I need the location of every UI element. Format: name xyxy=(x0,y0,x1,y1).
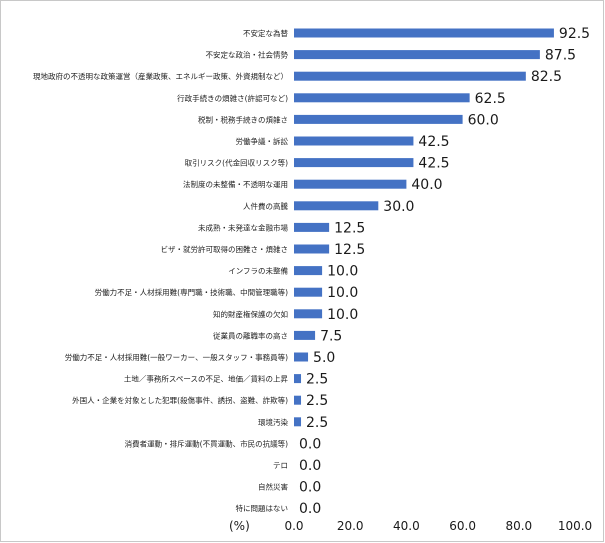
value-label: 12.5 xyxy=(334,220,365,236)
bars-layer xyxy=(294,28,554,427)
value-label: 87.5 xyxy=(545,48,576,64)
bar xyxy=(294,287,323,297)
bar xyxy=(294,179,407,189)
category-label: 環境汚染 xyxy=(258,417,288,427)
value-label: 10.0 xyxy=(327,264,358,280)
category-label: 法制度の未整備・不透明な運用 xyxy=(183,179,288,189)
value-label: 92.5 xyxy=(559,26,590,42)
value-label: 0.0 xyxy=(299,501,321,517)
category-label: 現地政府の不透明な政策運営（産業政策、エネルギー政策、外資規制など） xyxy=(33,71,288,81)
value-label: 40.0 xyxy=(411,177,442,193)
x-tick-label: 20.0 xyxy=(337,519,364,533)
x-tick-label: 100.0 xyxy=(558,519,592,533)
bar xyxy=(294,309,323,319)
x-tick-label: 80.0 xyxy=(505,519,532,533)
category-label: 税制・税務手続きの煩雑さ xyxy=(198,114,288,124)
x-tick-label: 0.0 xyxy=(284,519,303,533)
value-label: 7.5 xyxy=(320,328,342,344)
value-label: 30.0 xyxy=(383,199,414,215)
category-label: 消費者運動・排斥運動(不買運動、市民の抗議等) xyxy=(125,438,288,448)
category-label: インフラの未整備 xyxy=(228,266,288,276)
bar xyxy=(294,136,414,146)
bar xyxy=(294,114,463,124)
bar xyxy=(294,93,470,103)
value-label: 0.0 xyxy=(299,458,321,474)
category-label: ビザ・就労許可取得の困難さ・煩雑さ xyxy=(161,244,289,254)
value-label: 10.0 xyxy=(327,307,358,323)
bar xyxy=(294,158,414,168)
bar xyxy=(294,244,330,254)
category-label: 未成熟・未発達な金融市場 xyxy=(198,222,288,232)
bar xyxy=(294,28,554,38)
category-label: 人件費の高騰 xyxy=(243,201,288,211)
value-label: 5.0 xyxy=(313,350,335,366)
bar xyxy=(294,330,316,340)
category-label: 労働力不足・人材採用難(専門職・技術職、中間管理職等) xyxy=(95,287,288,297)
bar xyxy=(294,201,379,211)
value-label: 0.0 xyxy=(299,480,321,496)
category-label: テロ xyxy=(273,461,288,470)
category-label: 不安定な政治・社会情勢 xyxy=(206,50,289,60)
value-label: 42.5 xyxy=(418,156,449,172)
value-label: 42.5 xyxy=(418,134,449,150)
category-label: 労働争議・訴訟 xyxy=(236,136,289,146)
x-tick-label: 40.0 xyxy=(393,519,420,533)
bar xyxy=(294,71,526,81)
bar xyxy=(294,374,302,384)
value-label: 2.5 xyxy=(306,415,328,431)
value-label: 2.5 xyxy=(306,372,328,388)
bar xyxy=(294,395,302,405)
category-label: 知的財産権保護の欠如 xyxy=(213,309,288,319)
x-tick-label: 60.0 xyxy=(449,519,476,533)
category-labels: 不安定な為替不安定な政治・社会情勢現地政府の不透明な政策運営（産業政策、エネルギ… xyxy=(33,28,288,513)
category-label: 取引リスク(代金回収リスク等) xyxy=(185,158,288,168)
bar xyxy=(294,417,302,427)
category-label: 特に問題はない xyxy=(236,503,289,513)
bar xyxy=(294,266,323,276)
category-label: 従業員の離職率の高さ xyxy=(213,330,288,340)
bar xyxy=(294,352,309,362)
value-label: 12.5 xyxy=(334,242,365,258)
value-label: 0.0 xyxy=(299,436,321,452)
unit-label: (%) xyxy=(229,519,250,533)
category-label: 土地／事務所スペースの不足、地価／賃料の上昇 xyxy=(124,374,289,384)
category-label: 行政手続きの煩雑さ(許認可など) xyxy=(177,93,288,103)
value-label: 2.5 xyxy=(306,393,328,409)
value-label: 82.5 xyxy=(531,69,562,85)
category-label: 自然災害 xyxy=(258,482,288,492)
bar xyxy=(294,222,330,232)
bar xyxy=(294,50,540,60)
value-label: 62.5 xyxy=(475,91,506,107)
category-label: 外国人・企業を対象とした犯罪(殺傷事件、誘拐、盗難、詐欺等) xyxy=(72,395,288,405)
value-labels: 92.5 87.5 82.5 62.5 60.0 42.5 42.5 40.0 30.0 12.5… xyxy=(299,26,590,517)
value-label: 60.0 xyxy=(468,112,499,128)
category-label: 労働力不足・人材採用難(一般ワーカー、一般スタッフ・事務員等) xyxy=(65,352,288,362)
category-label: 不安定な為替 xyxy=(243,28,288,38)
x-axis-ticks: 0.0 20.0 40.0 60.0 80.0 100.0 xyxy=(284,519,592,533)
value-label: 10.0 xyxy=(327,285,358,301)
